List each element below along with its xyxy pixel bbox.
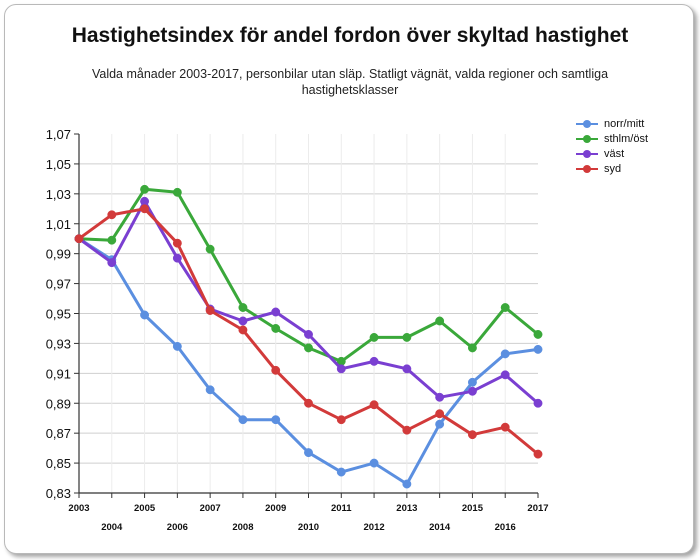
- x-tick-label: 2009: [265, 503, 286, 514]
- x-tick-label: 2011: [331, 503, 352, 514]
- legend-label: sthlm/öst: [604, 132, 649, 145]
- y-tick-label: 1,05: [46, 157, 71, 172]
- data-point-syd: [402, 425, 412, 435]
- data-point-väst: [140, 196, 150, 206]
- data-point-sthlm-öst: [500, 303, 510, 312]
- data-point-syd: [369, 400, 379, 410]
- legend-swatch: [576, 118, 598, 130]
- data-point-norr-mitt: [369, 458, 379, 468]
- data-point-väst: [402, 364, 412, 374]
- data-point-syd: [205, 306, 215, 315]
- data-point-syd: [500, 422, 510, 432]
- x-tick-label: 2014: [429, 522, 451, 533]
- data-point-sthlm-öst: [304, 343, 313, 353]
- x-tick-label: 2017: [527, 503, 548, 514]
- data-point-norr-mitt: [533, 344, 543, 354]
- data-point-sthlm-öst: [205, 244, 215, 254]
- y-tick-label: 0,89: [46, 396, 71, 411]
- data-point-norr-mitt: [271, 415, 281, 425]
- data-point-norr-mitt: [402, 479, 412, 489]
- chart-subtitle: Valda månader 2003-2017, personbilar uta…: [91, 67, 609, 97]
- data-point-norr-mitt: [304, 448, 313, 458]
- legend-swatch: [576, 148, 598, 160]
- data-point-norr-mitt: [140, 310, 150, 320]
- data-point-syd: [336, 415, 346, 425]
- data-point-syd: [74, 234, 84, 244]
- data-point-norr-mitt: [435, 419, 445, 429]
- data-point-sthlm-öst: [369, 332, 379, 342]
- x-tick-label: 2006: [167, 522, 188, 533]
- legend-item-norr-mitt: norr/mitt: [576, 116, 648, 131]
- data-point-norr-mitt: [238, 415, 248, 425]
- data-point-väst: [435, 392, 445, 402]
- y-tick-label: 1,07: [46, 127, 71, 142]
- data-point-sthlm-öst: [271, 324, 281, 333]
- data-point-norr-mitt: [500, 349, 510, 359]
- data-point-syd: [140, 204, 150, 214]
- data-point-syd: [172, 238, 182, 248]
- legend-label: norr/mitt: [604, 117, 645, 130]
- data-point-sthlm-öst: [402, 332, 412, 342]
- data-point-väst: [304, 329, 313, 339]
- legend-item-sthlm-öst: sthlm/öst: [576, 131, 648, 146]
- legend-label: syd: [604, 162, 622, 175]
- data-point-väst: [107, 258, 117, 268]
- data-point-sthlm-öst: [172, 187, 182, 197]
- x-tick-label: 2008: [232, 522, 253, 533]
- y-tick-label: 1,01: [46, 217, 71, 232]
- y-tick-label: 0,83: [46, 486, 71, 501]
- y-tick-label: 0,95: [46, 307, 71, 322]
- data-point-väst: [172, 253, 182, 263]
- data-point-väst: [238, 316, 248, 326]
- data-point-sthlm-öst: [107, 235, 117, 245]
- legend: norr/mitt sthlm/öst väst syd: [576, 116, 648, 176]
- x-tick-label: 2003: [68, 503, 89, 514]
- y-tick-label: 0,97: [46, 277, 71, 292]
- data-point-syd: [271, 365, 281, 375]
- legend-swatch: [576, 163, 598, 175]
- legend-item-syd: syd: [576, 161, 648, 176]
- chart-title: Hastighetsindex för andel fordon över sk…: [71, 24, 629, 47]
- x-tick-label: 2012: [364, 522, 385, 533]
- data-point-syd: [533, 449, 543, 459]
- x-tick-label: 2010: [298, 522, 319, 533]
- data-point-väst: [369, 356, 379, 366]
- legend-item-väst: väst: [576, 146, 648, 161]
- y-tick-label: 0,85: [46, 456, 71, 471]
- data-point-väst: [271, 307, 281, 317]
- data-point-syd: [435, 409, 445, 419]
- data-point-väst: [500, 370, 510, 380]
- data-point-sthlm-öst: [238, 303, 248, 312]
- y-tick-label: 0,93: [46, 336, 71, 351]
- data-point-sthlm-öst: [533, 329, 543, 339]
- x-tick-label: 2015: [462, 503, 484, 514]
- data-point-väst: [533, 398, 543, 408]
- data-point-syd: [467, 430, 477, 440]
- y-tick-label: 1,03: [46, 187, 71, 202]
- data-point-väst: [467, 386, 477, 396]
- legend-swatch: [576, 133, 598, 145]
- data-point-syd: [107, 210, 117, 220]
- data-point-sthlm-öst: [467, 343, 477, 353]
- data-point-norr-mitt: [336, 467, 346, 477]
- data-point-norr-mitt: [467, 377, 477, 387]
- y-tick-label: 0,99: [46, 247, 71, 262]
- x-tick-label: 2005: [134, 503, 156, 514]
- x-tick-label: 2013: [396, 503, 417, 514]
- data-point-sthlm-öst: [140, 184, 150, 194]
- y-tick-label: 0,91: [46, 366, 71, 381]
- data-point-syd: [238, 325, 248, 335]
- data-point-syd: [304, 398, 313, 408]
- y-tick-label: 0,87: [46, 426, 71, 441]
- data-point-väst: [336, 364, 346, 374]
- data-point-norr-mitt: [205, 385, 215, 395]
- x-tick-label: 2007: [200, 503, 221, 514]
- x-tick-label: 2016: [495, 522, 516, 533]
- x-tick-label: 2004: [101, 522, 123, 533]
- data-point-sthlm-öst: [435, 316, 445, 326]
- legend-label: väst: [604, 147, 625, 160]
- data-point-norr-mitt: [172, 341, 182, 351]
